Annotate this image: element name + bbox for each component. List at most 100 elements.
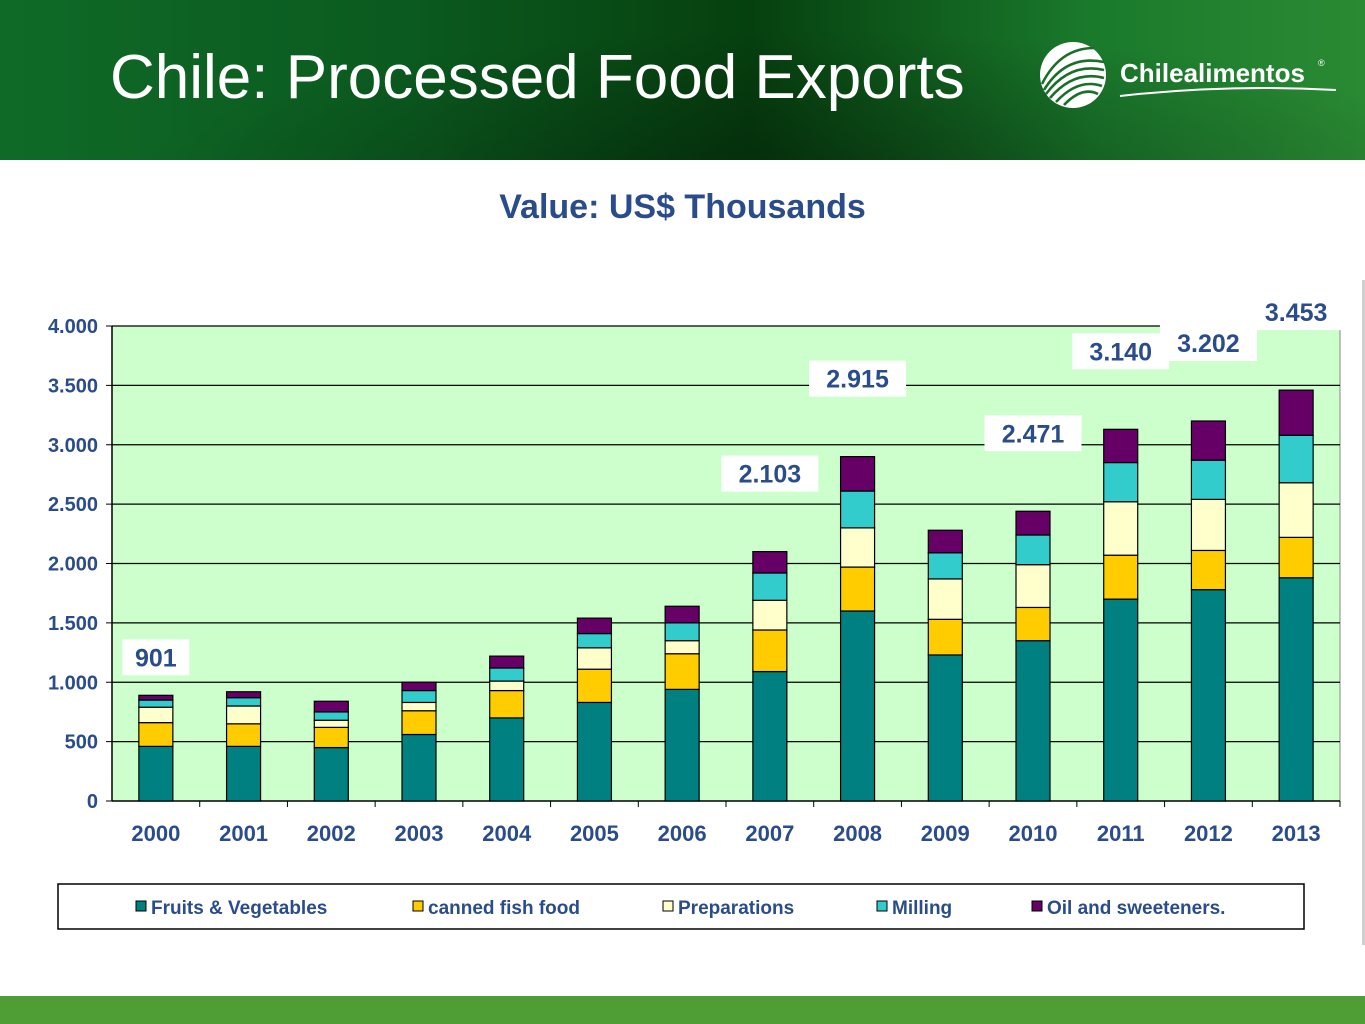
total-label-box [721, 455, 819, 492]
total-label-box [1159, 325, 1257, 361]
total-label: 3.140 [1089, 338, 1152, 366]
bar-segment-canned-fish-food-2010 [1015, 606, 1051, 642]
logo-registered-mark: ® [1318, 58, 1325, 68]
bar-segment-preparations-2006 [664, 640, 700, 655]
bar-segment-oil-and-sweeteners-2003 [401, 681, 437, 692]
x-tick-label: 2011 [1097, 821, 1145, 846]
bar-segment-fruits-vegetables-2013 [1278, 577, 1314, 802]
bar-segment-preparations-2005 [576, 647, 613, 670]
bar-segment-oil-and-sweeteners-2013 [1278, 389, 1314, 436]
bar-segment-milling-2009 [927, 552, 963, 580]
bar-segment-fruits-vegetables-2012 [1190, 589, 1227, 802]
divider [1362, 280, 1365, 945]
bar-segment-canned-fish-food-2002 [313, 726, 349, 749]
total-label-box [122, 639, 190, 676]
y-tick-label: 1.000 [48, 672, 98, 694]
bar-segment-fruits-vegetables-2003 [401, 733, 437, 802]
y-tick-label: 3.500 [48, 375, 98, 397]
stacked-bar-chart: 0 500 1.000 1.500 2.000 2.500 3.000 3.500 4.000 2… [48, 300, 1345, 930]
legend-swatch [1031, 900, 1043, 912]
bar-segment-milling-2013 [1278, 434, 1314, 484]
legend-label: Oil and sweeteners. [1047, 898, 1225, 919]
bar-segment-canned-fish-food-2009 [927, 618, 963, 656]
total-label-box [809, 360, 907, 397]
x-tick-label: 2009 [921, 821, 970, 846]
x-tick-label: 2006 [658, 821, 707, 846]
x-tick-label: 2008 [833, 821, 882, 846]
y-tick-label: 500 [65, 732, 98, 754]
logo-swoosh-icon [1119, 87, 1337, 97]
bar-segment-fruits-vegetables-2005 [576, 701, 613, 802]
x-tick-label: 2004 [482, 821, 532, 846]
bar-segment-fruits-vegetables-2008 [839, 610, 876, 802]
x-tick-label: 2001 [219, 821, 268, 846]
bar-segment-oil-and-sweeteners-2000 [138, 694, 174, 701]
bar-segment-fruits-vegetables-2007 [752, 670, 788, 802]
bar-segment-canned-fish-food-2003 [401, 710, 437, 736]
y-tick-label: 2.000 [48, 554, 98, 576]
x-tick-label: 2003 [395, 821, 444, 846]
bar-segment-oil-and-sweeteners-2010 [1015, 510, 1051, 536]
bar-segment-canned-fish-food-2001 [225, 723, 262, 747]
legend-label: Milling [892, 898, 952, 919]
bar-segment-canned-fish-food-2013 [1278, 536, 1314, 579]
y-tick-label: 2.500 [48, 494, 98, 516]
bar-segment-preparations-2012 [1190, 498, 1227, 552]
x-tick-label: 2013 [1272, 821, 1321, 846]
logo-mark-icon [1040, 42, 1106, 108]
bar-segment-canned-fish-food-2011 [1103, 554, 1139, 600]
total-label-box [1072, 333, 1170, 370]
bar-segment-oil-and-sweeteners-2011 [1103, 428, 1139, 464]
bar-segment-milling-2000 [138, 699, 174, 708]
logo-text: Chilealimentos [1120, 58, 1305, 88]
bar-segment-fruits-vegetables-2002 [313, 746, 349, 802]
bar-segment-milling-2008 [839, 490, 876, 529]
bar-segment-preparations-2011 [1103, 501, 1139, 556]
bar-segment-fruits-vegetables-2009 [927, 654, 963, 802]
bar-segment-preparations-2000 [138, 706, 174, 724]
bar-segment-milling-2002 [313, 711, 349, 721]
x-tick-label: 2010 [1009, 821, 1058, 846]
chilealimentos-logo: Chilealimentos ® [1038, 40, 1338, 115]
bar-segment-oil-and-sweeteners-2012 [1190, 420, 1227, 461]
y-tick-label: 1.500 [48, 613, 98, 635]
bar-segment-oil-and-sweeteners-2004 [489, 655, 525, 669]
total-label: 2.103 [739, 461, 802, 489]
bar-segment-canned-fish-food-2005 [576, 668, 613, 704]
bar-segment-fruits-vegetables-2010 [1015, 640, 1051, 802]
y-tick-label: 4.000 [48, 316, 98, 338]
bar-segment-fruits-vegetables-2006 [664, 688, 700, 802]
legend-swatch [412, 900, 424, 912]
bar-segment-preparations-2002 [313, 719, 349, 728]
bar-segment-milling-2005 [576, 632, 613, 649]
total-label-box [1247, 300, 1345, 331]
bar-segment-canned-fish-food-2007 [752, 629, 788, 673]
y-tick-label: 3.000 [48, 435, 98, 457]
bar-segment-fruits-vegetables-2011 [1103, 598, 1139, 802]
legend-label: Fruits & Vegetables [151, 898, 327, 919]
y-tick-label: 0 [87, 791, 98, 813]
bar-segment-milling-2007 [752, 572, 788, 601]
legend-label: canned fish food [428, 898, 580, 919]
legend-swatch [876, 900, 888, 912]
bar-segment-preparations-2013 [1278, 482, 1314, 538]
total-label: 3.453 [1265, 300, 1328, 327]
bar-segment-fruits-vegetables-2001 [225, 745, 262, 802]
x-tick-label: 2005 [570, 821, 619, 846]
x-tick-label: 2012 [1184, 821, 1233, 846]
chart-title: Value: US$ Thousands [499, 188, 866, 226]
page-title: Chile: Processed Food Exports [110, 43, 965, 112]
bar-segment-oil-and-sweeteners-2007 [752, 551, 788, 574]
legend-swatch [135, 900, 147, 912]
total-label: 2.915 [826, 366, 889, 394]
bar-segment-milling-2006 [664, 622, 700, 642]
bar-segment-milling-2003 [401, 689, 437, 704]
legend-swatch [662, 900, 674, 912]
x-tick-label: 2000 [131, 821, 180, 846]
bar-segment-preparations-2008 [839, 527, 876, 568]
bar-segment-preparations-2003 [401, 701, 437, 712]
total-label: 2.471 [1002, 420, 1065, 448]
bar-segment-milling-2011 [1103, 461, 1139, 503]
bar-segment-milling-2010 [1015, 534, 1051, 566]
bar-segment-oil-and-sweeteners-2006 [664, 605, 700, 624]
